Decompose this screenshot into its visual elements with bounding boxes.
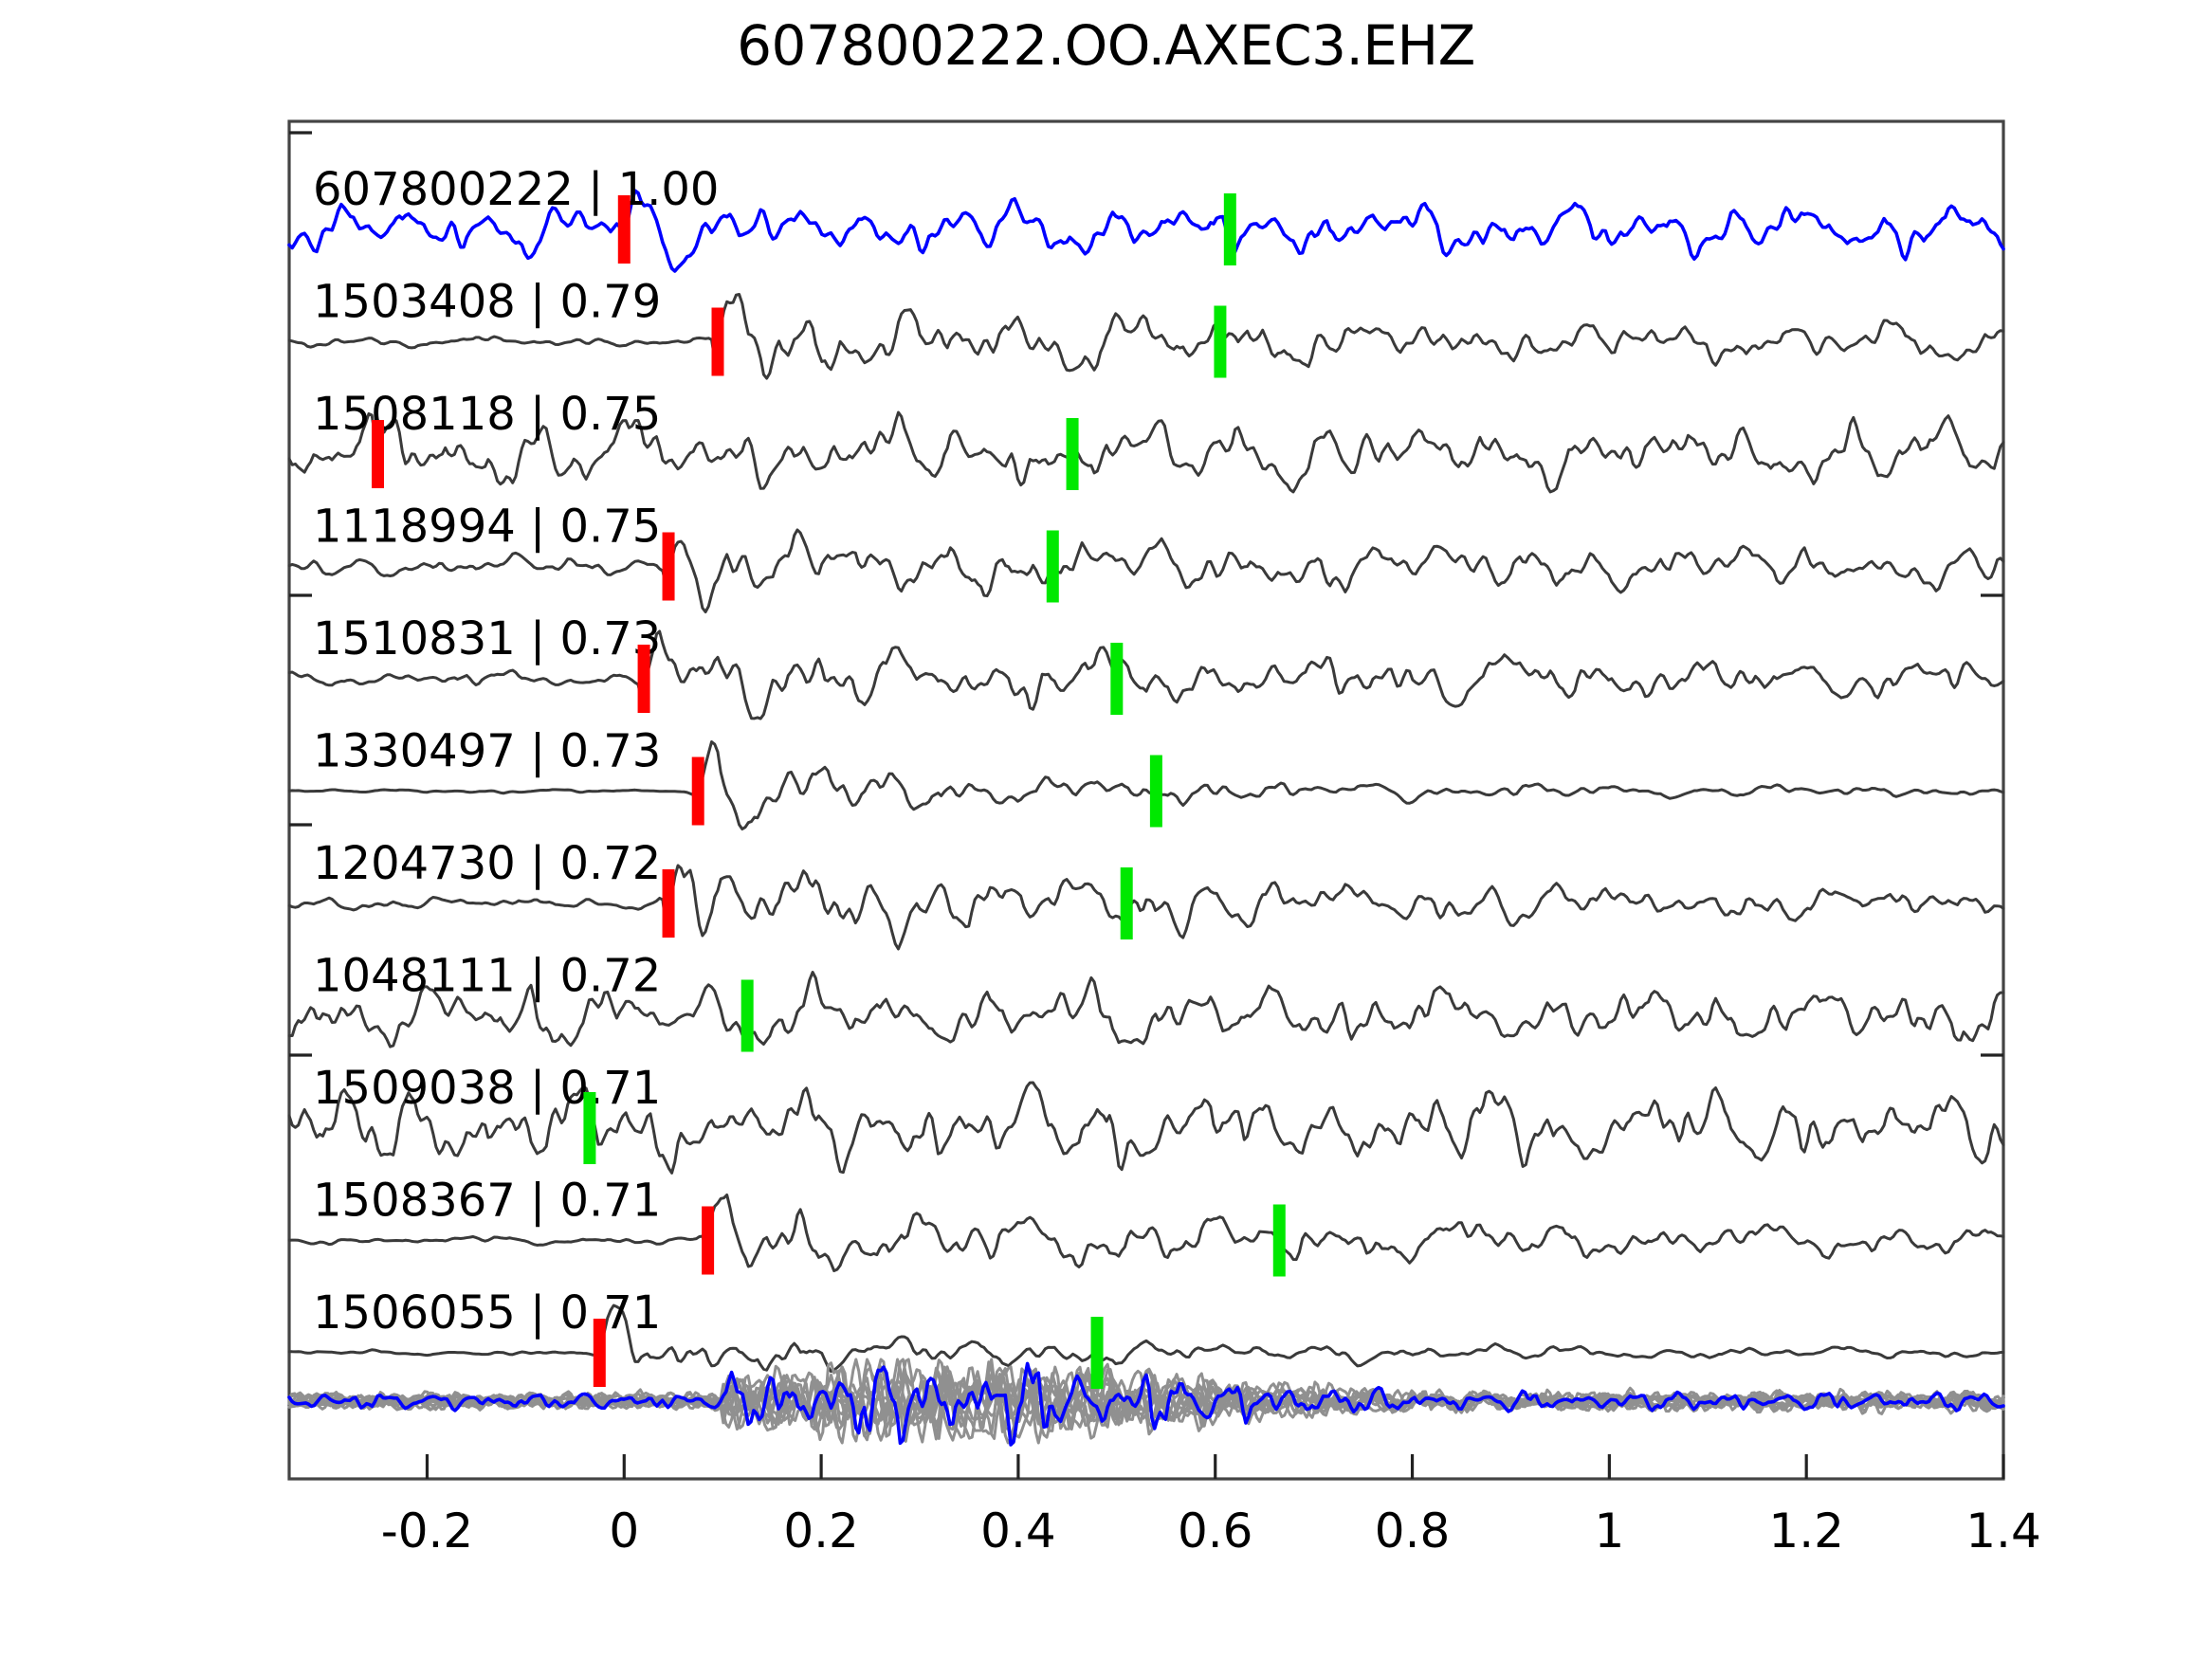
- waveform-trace: [287, 1304, 2005, 1374]
- waveform-trace: [287, 971, 2005, 1048]
- x-tick-label: 0: [609, 1504, 639, 1559]
- x-tick-labels: -0.2 0 0.2 0.4 0.6 0.8 1 1.2 1.4: [381, 1504, 2041, 1559]
- pick-markers: [372, 193, 1286, 1389]
- x-tick-label: 0.6: [1178, 1504, 1253, 1559]
- x-tick-label: 1: [1594, 1504, 1624, 1559]
- x-tick-label: -0.2: [381, 1504, 474, 1559]
- waveform-trace: [287, 1081, 2005, 1175]
- axes-frame: [287, 119, 2005, 1481]
- waveform-trace: [287, 1194, 2005, 1272]
- trace-label: 1048111 | 0.72: [313, 950, 661, 1003]
- trace-label: 1204730 | 0.72: [313, 837, 661, 890]
- x-tick-label: 1.4: [1965, 1504, 2041, 1559]
- waveform-trace: [287, 410, 2005, 494]
- trace-label: 1510831 | 0.73: [313, 612, 661, 665]
- x-axis-ticks: [289, 131, 2005, 1479]
- trace-labels: 607800222 | 1.00 1503408 | 0.79 1508118 | …: [313, 163, 719, 1340]
- x-tick-label: 0.2: [783, 1504, 859, 1559]
- trace-label: 1503408 | 0.79: [313, 276, 661, 329]
- trace-label: 1330497 | 0.73: [313, 725, 661, 778]
- trace-label: 1509038 | 0.71: [313, 1062, 661, 1115]
- trace-label: 1508118 | 0.75: [313, 388, 661, 441]
- stack-highlight-trace: [287, 1361, 2005, 1447]
- x-tick-label: 0.8: [1375, 1504, 1451, 1559]
- page-title: 607800222.OO.AXEC3.EHZ: [737, 13, 1475, 78]
- x-tick-label: 1.2: [1768, 1504, 1844, 1559]
- waveform-trace: [287, 864, 2005, 951]
- plot-border: [287, 119, 2005, 1481]
- trace-label: 607800222 | 1.00: [313, 163, 719, 216]
- waveform-trace: [287, 629, 2005, 720]
- trace-waveforms: [287, 189, 2005, 1447]
- waveform-trace: [287, 189, 2005, 273]
- waveform-trace: [287, 740, 2005, 831]
- waveform-trace: [287, 528, 2005, 613]
- x-tick-label: 0.4: [980, 1504, 1056, 1559]
- trace-label: 1508367 | 0.71: [313, 1175, 661, 1228]
- waveform-trace: [287, 293, 2005, 380]
- trace-label: 1506055 | 0.71: [313, 1286, 661, 1340]
- trace-label: 1118994 | 0.75: [313, 501, 661, 554]
